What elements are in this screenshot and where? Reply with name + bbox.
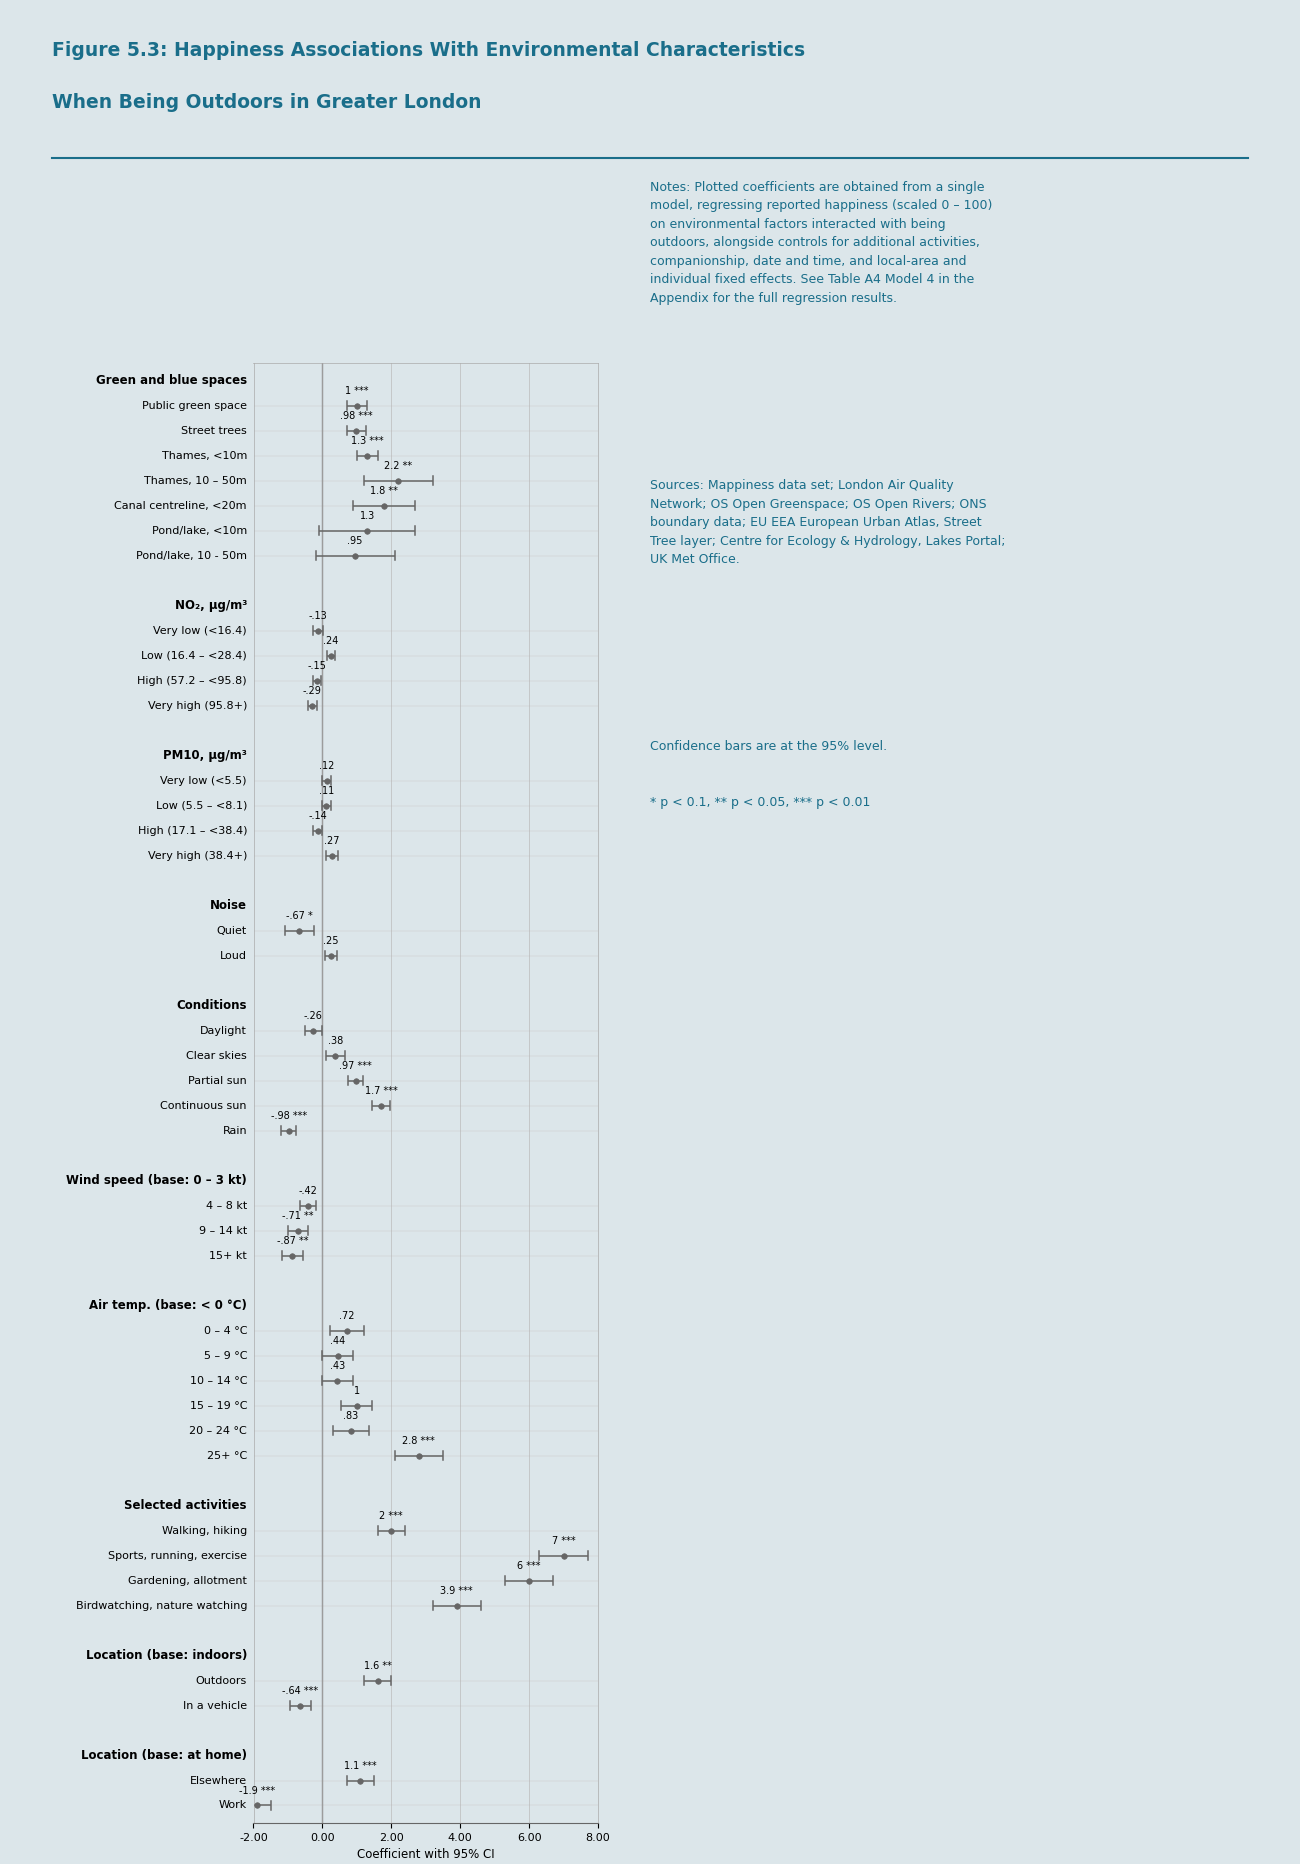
Text: 1.3 ***: 1.3 *** bbox=[351, 436, 383, 447]
Text: -.42: -.42 bbox=[299, 1186, 317, 1197]
Text: -.14: -.14 bbox=[308, 811, 328, 822]
Text: 2.8 ***: 2.8 *** bbox=[403, 1435, 436, 1446]
Text: Pond/lake, <10m: Pond/lake, <10m bbox=[152, 526, 247, 537]
Text: 1.6 **: 1.6 ** bbox=[364, 1661, 391, 1670]
Text: .27: .27 bbox=[324, 837, 339, 846]
Text: .44: .44 bbox=[330, 1336, 346, 1346]
Text: 1: 1 bbox=[354, 1387, 360, 1396]
Text: High (17.1 – <38.4): High (17.1 – <38.4) bbox=[138, 826, 247, 835]
Text: In a vehicle: In a vehicle bbox=[183, 1700, 247, 1711]
Text: 15+ kt: 15+ kt bbox=[209, 1251, 247, 1260]
Text: 1.3: 1.3 bbox=[360, 511, 374, 522]
Text: Green and blue spaces: Green and blue spaces bbox=[96, 375, 247, 388]
Text: Location (base: at home): Location (base: at home) bbox=[81, 1748, 247, 1761]
Text: Confidence bars are at the 95% level.: Confidence bars are at the 95% level. bbox=[650, 740, 887, 753]
Text: Sports, running, exercise: Sports, running, exercise bbox=[108, 1551, 247, 1560]
Text: 6 ***: 6 *** bbox=[517, 1560, 541, 1571]
Text: 10 – 14 °C: 10 – 14 °C bbox=[190, 1376, 247, 1385]
Text: -.29: -.29 bbox=[303, 686, 322, 697]
Text: Notes: Plotted coefficients are obtained from a single
model, regressing reporte: Notes: Plotted coefficients are obtained… bbox=[650, 181, 992, 306]
Text: -.64 ***: -.64 *** bbox=[282, 1687, 318, 1696]
Text: High (57.2 – <95.8): High (57.2 – <95.8) bbox=[138, 677, 247, 686]
Text: 1.8 **: 1.8 ** bbox=[370, 487, 398, 496]
Text: Partial sun: Partial sun bbox=[188, 1076, 247, 1085]
Text: Conditions: Conditions bbox=[177, 999, 247, 1012]
Text: .12: .12 bbox=[318, 761, 334, 772]
Text: Walking, hiking: Walking, hiking bbox=[161, 1525, 247, 1536]
Text: Birdwatching, nature watching: Birdwatching, nature watching bbox=[75, 1601, 247, 1610]
Text: Thames, 10 – 50m: Thames, 10 – 50m bbox=[144, 475, 247, 487]
Text: Gardening, allotment: Gardening, allotment bbox=[129, 1575, 247, 1586]
Text: .24: .24 bbox=[322, 636, 338, 647]
Text: When Being Outdoors in Greater London: When Being Outdoors in Greater London bbox=[52, 93, 481, 112]
Text: Thames, <10m: Thames, <10m bbox=[161, 451, 247, 460]
Text: 25+ °C: 25+ °C bbox=[207, 1450, 247, 1461]
Text: Low (16.4 – <28.4): Low (16.4 – <28.4) bbox=[142, 651, 247, 662]
Text: 15 – 19 °C: 15 – 19 °C bbox=[190, 1400, 247, 1411]
Text: PM10, μg/m³: PM10, μg/m³ bbox=[162, 749, 247, 762]
Text: Clear skies: Clear skies bbox=[186, 1051, 247, 1061]
Text: -.26: -.26 bbox=[304, 1012, 322, 1021]
Text: Rain: Rain bbox=[222, 1126, 247, 1135]
Text: -.15: -.15 bbox=[308, 662, 326, 671]
Text: Canal centreline, <20m: Canal centreline, <20m bbox=[114, 501, 247, 511]
Text: Public green space: Public green space bbox=[142, 401, 247, 410]
Text: Figure 5.3: Happiness Associations With Environmental Characteristics: Figure 5.3: Happiness Associations With … bbox=[52, 41, 805, 60]
Text: -.71 **: -.71 ** bbox=[282, 1212, 313, 1221]
Text: Very high (95.8+): Very high (95.8+) bbox=[148, 701, 247, 710]
Text: Quiet: Quiet bbox=[217, 926, 247, 936]
Text: Street trees: Street trees bbox=[181, 427, 247, 436]
Text: .97 ***: .97 *** bbox=[339, 1061, 372, 1072]
Text: .72: .72 bbox=[339, 1310, 355, 1322]
Text: -.13: -.13 bbox=[308, 611, 328, 621]
Text: Selected activities: Selected activities bbox=[125, 1499, 247, 1512]
Text: 1.7 ***: 1.7 *** bbox=[364, 1087, 398, 1096]
Text: 0 – 4 °C: 0 – 4 °C bbox=[204, 1325, 247, 1336]
Text: 9 – 14 kt: 9 – 14 kt bbox=[199, 1227, 247, 1236]
Text: Low (5.5 – <8.1): Low (5.5 – <8.1) bbox=[156, 802, 247, 811]
Text: * p < 0.1, ** p < 0.05, *** p < 0.01: * p < 0.1, ** p < 0.05, *** p < 0.01 bbox=[650, 796, 871, 809]
Text: 2 ***: 2 *** bbox=[380, 1512, 403, 1521]
Text: 1 ***: 1 *** bbox=[344, 386, 369, 397]
Text: -1.9 ***: -1.9 *** bbox=[239, 1786, 276, 1797]
Text: 1.1 ***: 1.1 *** bbox=[344, 1761, 377, 1771]
Text: NO₂, μg/m³: NO₂, μg/m³ bbox=[174, 600, 247, 613]
Text: Sources: Mappiness data set; London Air Quality
Network; OS Open Greenspace; OS : Sources: Mappiness data set; London Air … bbox=[650, 479, 1005, 567]
Text: 3.9 ***: 3.9 *** bbox=[441, 1586, 473, 1596]
Text: Pond/lake, 10 - 50m: Pond/lake, 10 - 50m bbox=[136, 552, 247, 561]
Text: Continuous sun: Continuous sun bbox=[160, 1102, 247, 1111]
Text: 4 – 8 kt: 4 – 8 kt bbox=[205, 1200, 247, 1212]
Text: .43: .43 bbox=[330, 1361, 344, 1372]
Text: Daylight: Daylight bbox=[200, 1025, 247, 1036]
Text: .38: .38 bbox=[328, 1036, 343, 1046]
Text: -.67 *: -.67 * bbox=[286, 911, 313, 921]
Text: 20 – 24 °C: 20 – 24 °C bbox=[190, 1426, 247, 1435]
Text: 5 – 9 °C: 5 – 9 °C bbox=[204, 1351, 247, 1361]
Text: Very low (<5.5): Very low (<5.5) bbox=[160, 775, 247, 787]
Text: Elsewhere: Elsewhere bbox=[190, 1776, 247, 1786]
Text: 2.2 **: 2.2 ** bbox=[384, 462, 412, 472]
Text: .83: .83 bbox=[343, 1411, 359, 1420]
Text: 7 ***: 7 *** bbox=[551, 1536, 576, 1545]
Text: Noise: Noise bbox=[211, 898, 247, 911]
Text: Wind speed (base: 0 – 3 kt): Wind speed (base: 0 – 3 kt) bbox=[66, 1174, 247, 1187]
Text: .98 ***: .98 *** bbox=[339, 412, 373, 421]
Text: Very high (38.4+): Very high (38.4+) bbox=[148, 850, 247, 861]
Text: Loud: Loud bbox=[220, 951, 247, 960]
Text: Outdoors: Outdoors bbox=[196, 1676, 247, 1685]
Text: .11: .11 bbox=[318, 787, 334, 796]
Text: -.87 **: -.87 ** bbox=[277, 1236, 308, 1247]
Text: Location (base: indoors): Location (base: indoors) bbox=[86, 1650, 247, 1663]
Text: Very low (<16.4): Very low (<16.4) bbox=[153, 626, 247, 636]
Text: .95: .95 bbox=[347, 537, 363, 546]
Text: Air temp. (base: < 0 °C): Air temp. (base: < 0 °C) bbox=[90, 1299, 247, 1312]
X-axis label: Coefficient with 95% CI: Coefficient with 95% CI bbox=[358, 1849, 494, 1862]
Text: .25: .25 bbox=[324, 936, 339, 947]
Text: -.98 ***: -.98 *** bbox=[270, 1111, 307, 1122]
Text: Work: Work bbox=[218, 1801, 247, 1810]
